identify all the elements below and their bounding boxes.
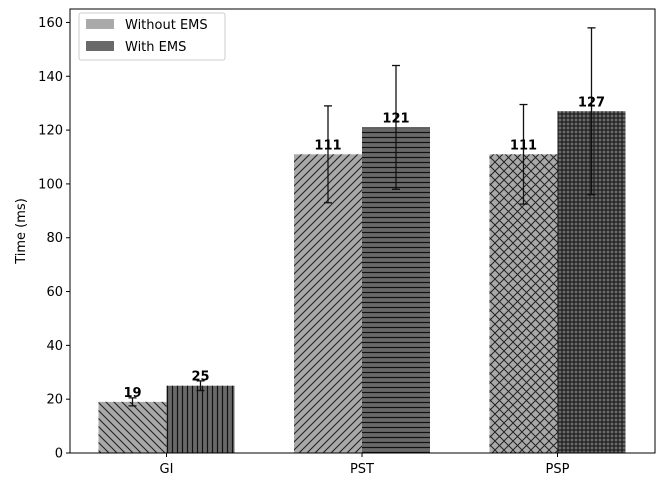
x-axis: GI PST PSP <box>160 453 570 477</box>
y-tick-label-140: 140 <box>38 70 63 85</box>
legend: Without EMS With EMS <box>78 12 226 61</box>
data-label-psp-0: 111 <box>510 138 537 153</box>
bar-gi-without-ems-hatch <box>98 401 167 453</box>
data-label-gi-0: 19 <box>123 386 141 401</box>
y-tick-label-160: 160 <box>38 16 63 31</box>
legend-label-without-ems: Without EMS <box>125 18 208 33</box>
data-label-pst-1: 121 <box>382 111 409 126</box>
bar-gi-with-ems-hatch <box>166 385 235 453</box>
y-tick-label-0: 0 <box>55 447 63 462</box>
data-labels-group: 19 25 111 121 111 127 <box>123 95 605 401</box>
x-tick-label-pst: PST <box>350 462 374 477</box>
legend-label-with-ems: With EMS <box>125 40 186 55</box>
y-tick-label-40: 40 <box>46 339 63 354</box>
legend-swatch-with-ems <box>86 41 114 51</box>
data-label-psp-1: 127 <box>578 95 605 110</box>
bars-group <box>98 111 626 454</box>
data-label-pst-0: 111 <box>314 138 341 153</box>
y-axis-label: Time (ms) <box>14 198 29 265</box>
legend-swatch-without-ems <box>86 19 114 29</box>
legend-box <box>78 12 226 61</box>
x-tick-label-psp: PSP <box>546 462 570 477</box>
bar-pst-without-ems-hatch <box>294 154 362 454</box>
y-tick-label-100: 100 <box>38 177 63 192</box>
x-tick-label-gi: GI <box>160 462 174 477</box>
y-tick-label-80: 80 <box>46 231 63 246</box>
y-tick-label-60: 60 <box>46 285 63 300</box>
y-axis: 0 20 40 60 80 100 120 140 160 <box>38 16 70 462</box>
y-tick-label-20: 20 <box>46 393 63 408</box>
data-label-gi-1: 25 <box>191 370 209 385</box>
y-tick-label-120: 120 <box>38 124 63 139</box>
error-bars-group <box>128 27 596 407</box>
